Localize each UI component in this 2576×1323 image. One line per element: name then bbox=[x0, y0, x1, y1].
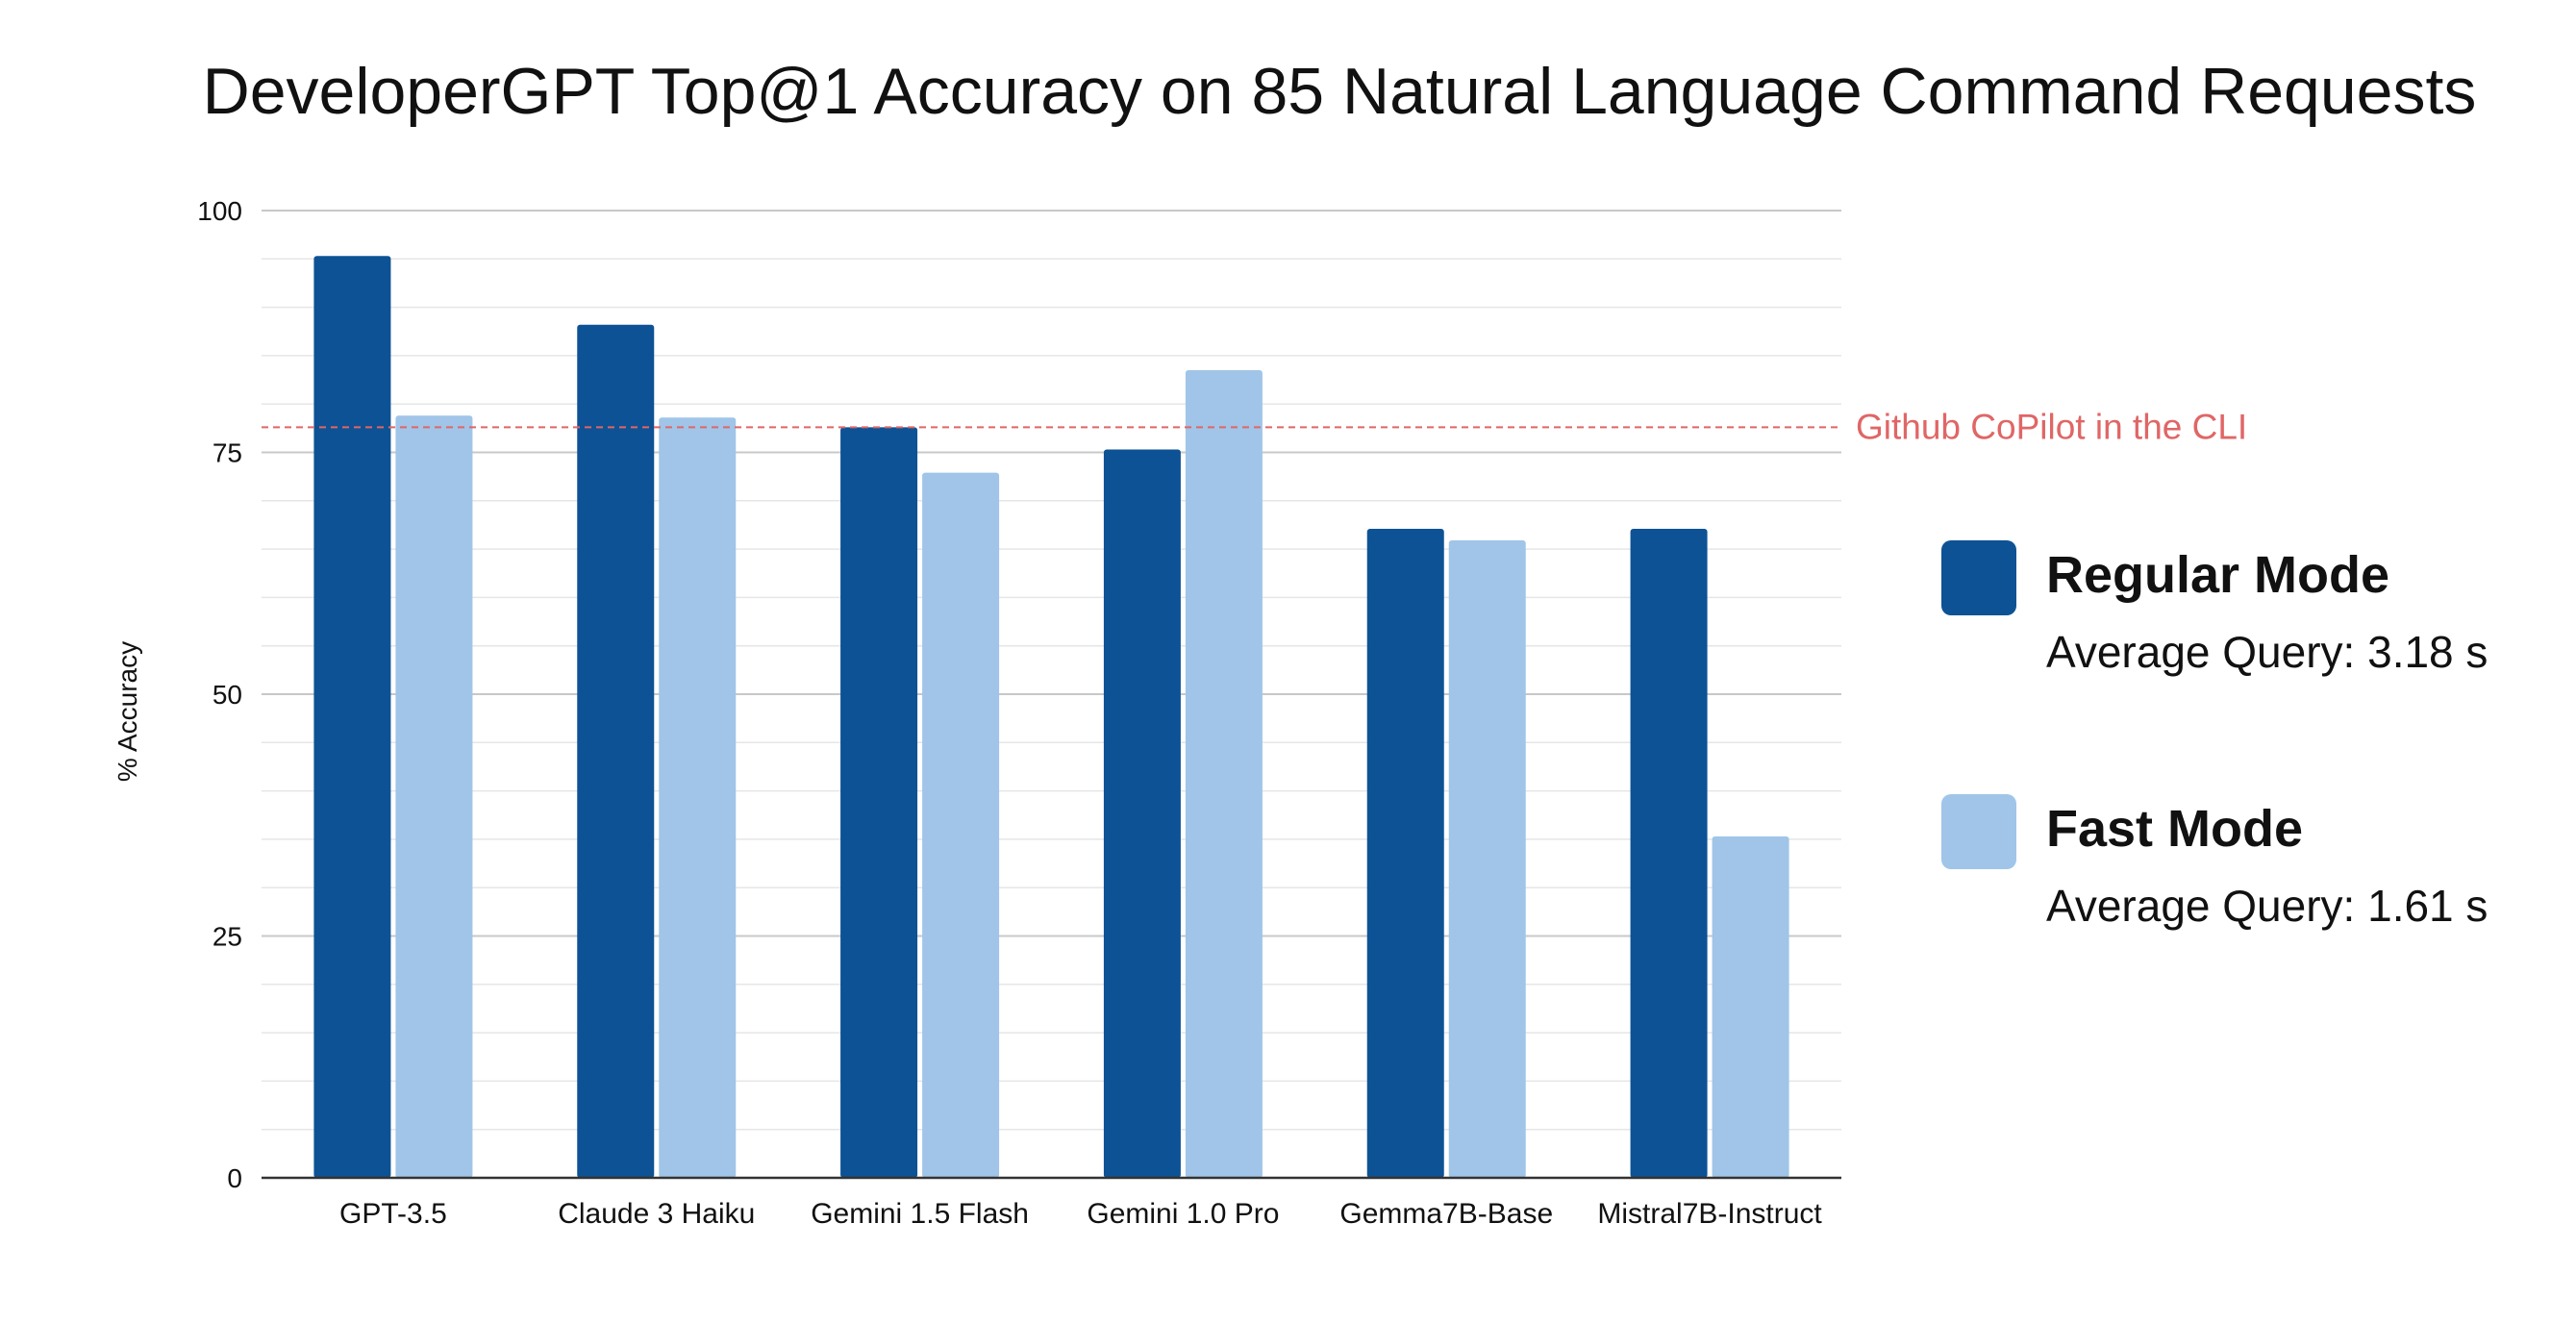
bar-regular-mode-2 bbox=[840, 427, 918, 1178]
legend-label: Regular Mode bbox=[2046, 546, 2389, 604]
y-tick-label: 0 bbox=[227, 1163, 242, 1193]
chart-title: DeveloperGPT Top@1 Accuracy on 85 Natura… bbox=[203, 55, 2477, 128]
legend-subtitle: Average Query: 3.18 s bbox=[2046, 627, 2488, 677]
legend: Regular Mode Average Query: 3.18 s Fast Mo… bbox=[1941, 540, 2488, 931]
x-tick-label: Claude 3 Haiku bbox=[558, 1198, 755, 1230]
legend-swatch-regular-mode bbox=[1941, 540, 2016, 615]
bar-regular-mode-5 bbox=[1630, 528, 1708, 1178]
gridlines bbox=[262, 210, 1841, 1131]
y-tick-label: 25 bbox=[213, 922, 242, 952]
bar-fast-mode-3 bbox=[1185, 369, 1263, 1178]
bar-fast-mode-0 bbox=[395, 415, 473, 1179]
y-axis-ticks: 0 25 50 75 100 bbox=[197, 196, 242, 1193]
x-axis-ticks: GPT-3.5 Claude 3 Haiku Gemini 1.5 Flash Gem… bbox=[339, 1198, 1822, 1230]
reference-line-group: Github CoPilot in the CLI bbox=[262, 407, 2247, 446]
bar-fast-mode-1 bbox=[659, 417, 737, 1178]
x-tick-label: Gemma7B-Base bbox=[1339, 1198, 1553, 1230]
legend-swatch-fast-mode bbox=[1941, 794, 2016, 869]
bar-regular-mode-1 bbox=[577, 324, 655, 1178]
bar-regular-mode-4 bbox=[1366, 528, 1444, 1178]
legend-subtitle: Average Query: 1.61 s bbox=[2046, 881, 2488, 931]
x-tick-label: Gemini 1.5 Flash bbox=[811, 1198, 1029, 1230]
x-tick-label: Gemini 1.0 Pro bbox=[1087, 1198, 1279, 1230]
y-axis-label: % Accuracy bbox=[113, 641, 142, 782]
bar-fast-mode-4 bbox=[1448, 540, 1526, 1178]
y-tick-label: 100 bbox=[197, 196, 242, 226]
x-tick-label: GPT-3.5 bbox=[339, 1198, 447, 1230]
bar-regular-mode-0 bbox=[313, 256, 391, 1179]
y-tick-label: 50 bbox=[213, 680, 242, 710]
x-tick-label: Mistral7B-Instruct bbox=[1597, 1198, 1822, 1230]
reference-line-label: Github CoPilot in the CLI bbox=[1856, 407, 2247, 446]
bar-regular-mode-3 bbox=[1103, 449, 1181, 1178]
y-tick-label: 75 bbox=[213, 438, 242, 468]
bars bbox=[262, 256, 1841, 1180]
legend-label: Fast Mode bbox=[2046, 800, 2303, 858]
bar-fast-mode-2 bbox=[922, 472, 1000, 1179]
bar-fast-mode-5 bbox=[1712, 836, 1789, 1178]
